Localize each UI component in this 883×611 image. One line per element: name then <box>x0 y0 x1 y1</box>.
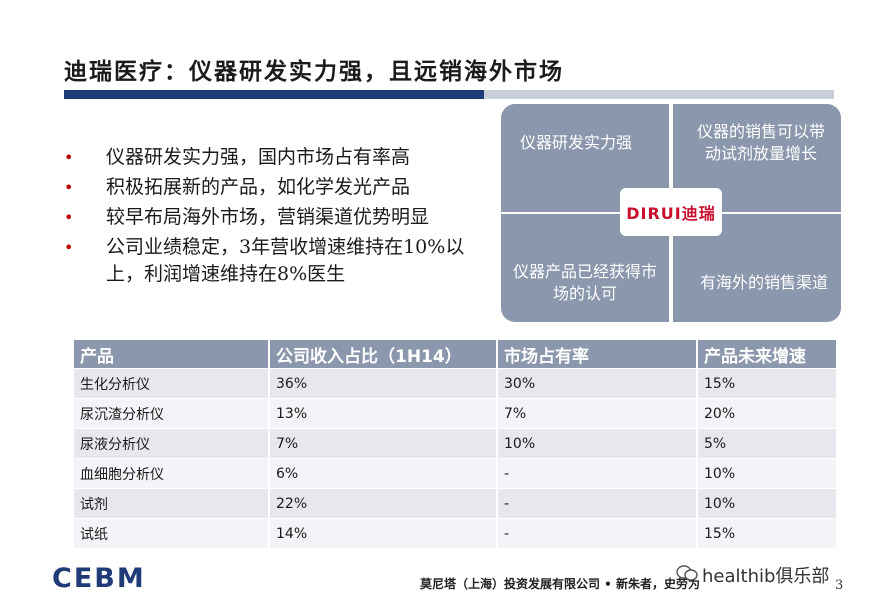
table-cell: 10% <box>497 428 698 459</box>
table-cell: - <box>497 488 698 519</box>
table-cell: 尿沉渣分析仪 <box>74 398 270 429</box>
bullet-item: • 较早布局海外市场，营销渠道优势明显 <box>64 204 494 231</box>
table-row: 尿液分析仪 7% 10% 5% <box>74 428 838 459</box>
table-cell: 试剂 <box>74 488 270 519</box>
table-cell: 20% <box>697 398 838 429</box>
table-header-cell: 市场占有率 <box>497 340 698 369</box>
table-cell: - <box>497 518 698 548</box>
title-underline-light <box>484 90 834 99</box>
table-row: 试剂 22% - 10% <box>74 488 838 519</box>
table-cell: 13% <box>269 398 498 429</box>
table-row: 生化分析仪 36% 30% 15% <box>74 368 838 399</box>
table-cell: 14% <box>269 518 498 548</box>
table-row: 尿沉渣分析仪 13% 7% 20% <box>74 398 838 429</box>
bullet-icon: • <box>64 238 74 257</box>
advantage-quadrant: 仪器研发实力强 仪器的销售可以带动试剂放量增长 仪器产品已经获得市场的认可 有海… <box>501 104 841 322</box>
table-cell: 22% <box>269 488 498 519</box>
table-cell: 30% <box>497 368 698 399</box>
bullet-item: • 积极拓展新的产品，如化学发光产品 <box>64 174 494 201</box>
table-header-cell: 产品未来增速 <box>697 340 838 369</box>
table-cell: 生化分析仪 <box>74 368 270 399</box>
bullet-icon: • <box>64 208 74 227</box>
table-cell: 血细胞分析仪 <box>74 458 270 489</box>
table-cell: 试纸 <box>74 518 270 548</box>
table-cell: 15% <box>697 368 838 399</box>
bullet-item: • 仪器研发实力强，国内市场占有率高 <box>64 144 494 171</box>
table-cell: 7% <box>269 428 498 459</box>
product-table: 产品 公司收入占比（1H14） 市场占有率 产品未来增速 生化分析仪 36% 3… <box>74 340 838 548</box>
table-row: 试纸 14% - 15% <box>74 518 838 548</box>
wechat-icon <box>676 564 698 587</box>
quadrant-top-left: 仪器研发实力强 <box>501 104 669 212</box>
footer-company: 莫尼塔（上海）投资发展有限公司 • 新朱者，史劳为 <box>420 577 701 591</box>
table-cell: 尿液分析仪 <box>74 428 270 459</box>
title-underline-dark <box>64 90 484 99</box>
table-cell: 15% <box>697 518 838 548</box>
table-header-cell: 产品 <box>74 340 270 369</box>
bullet-icon: • <box>64 178 74 197</box>
table-cell: 6% <box>269 458 498 489</box>
dirui-logo: DIRUI迪瑞 <box>620 188 722 236</box>
table-cell: 7% <box>497 398 698 429</box>
bullet-item: • 公司业绩稳定，3年营收增速维持在10%以上，利润增速维持在8%医生 <box>64 236 465 285</box>
table-cell: 10% <box>697 458 838 489</box>
bullet-icon: • <box>64 148 74 167</box>
table-header-row: 产品 公司收入占比（1H14） 市场占有率 产品未来增速 <box>74 340 838 369</box>
watermark: healthib俱乐部 <box>676 562 829 588</box>
table-header-cell: 公司收入占比（1H14） <box>269 340 498 369</box>
page-title: 迪瑞医疗：仪器研发实力强，且远销海外市场 <box>64 58 564 85</box>
table-cell: - <box>497 458 698 489</box>
cebm-logo: CEBM <box>52 563 146 594</box>
table-row: 血细胞分析仪 6% - 10% <box>74 458 838 489</box>
page-number: 3 <box>835 578 844 593</box>
bullet-list: • 仪器研发实力强，国内市场占有率高 • 积极拓展新的产品，如化学发光产品 • 较早布… <box>64 144 494 291</box>
table-cell: 10% <box>697 488 838 519</box>
table-cell: 5% <box>697 428 838 459</box>
table-cell: 36% <box>269 368 498 399</box>
